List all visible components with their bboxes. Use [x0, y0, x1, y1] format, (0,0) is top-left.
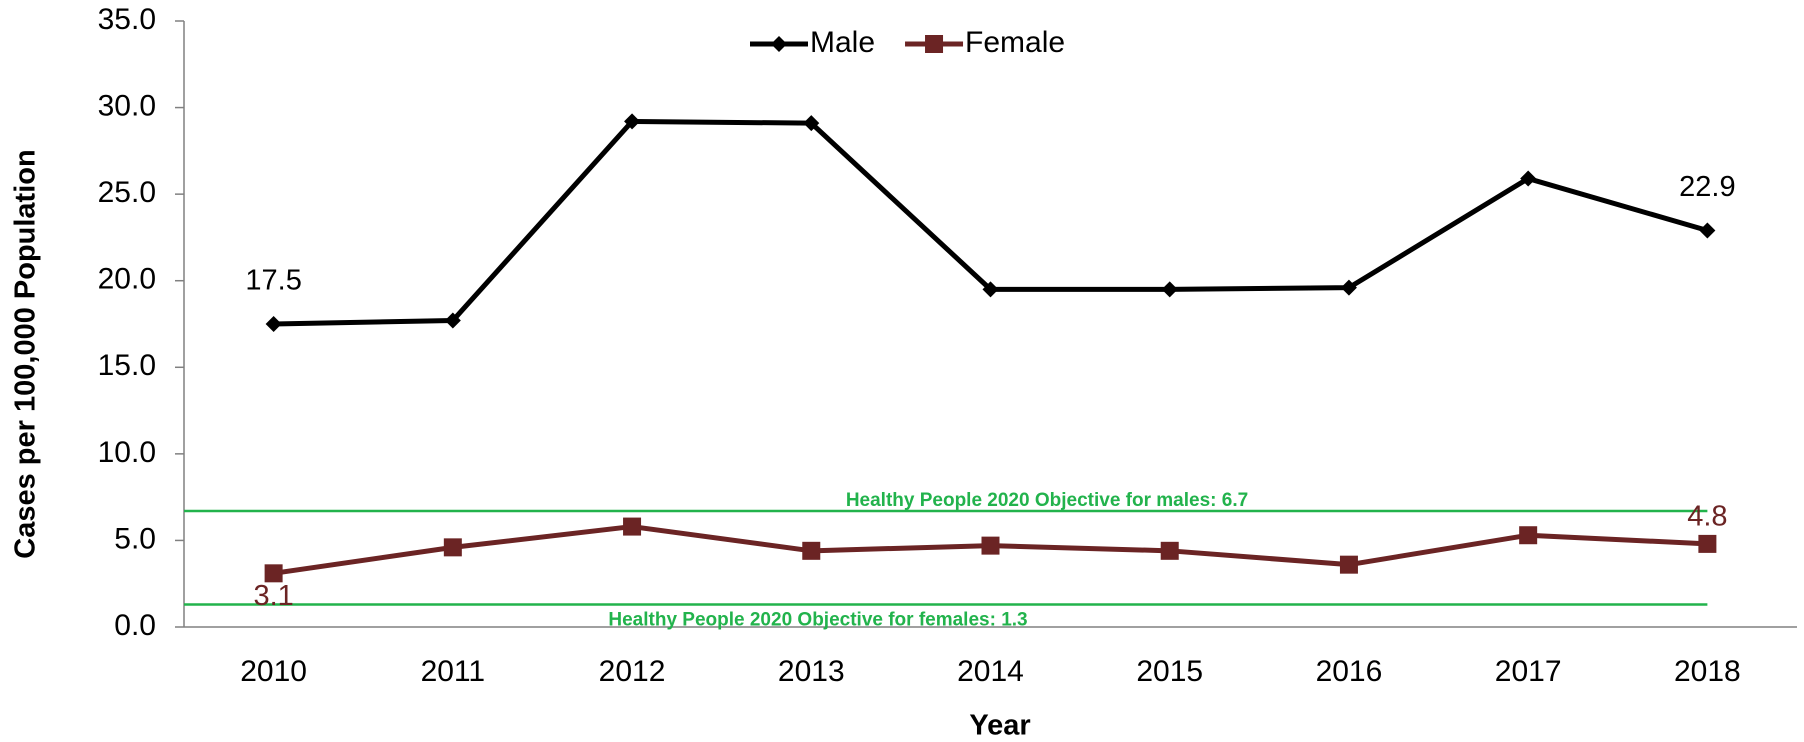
x-tick-label: 2015: [1136, 655, 1203, 688]
x-tick-label: 2016: [1316, 655, 1383, 688]
point: [1698, 534, 1717, 553]
data-label: 22.9: [1679, 171, 1735, 203]
legend-marker: [771, 36, 787, 52]
y-tick-label: 20.0: [98, 263, 156, 296]
point: [981, 536, 1000, 555]
point: [444, 312, 461, 329]
point: [624, 113, 641, 130]
x-tick-label: 2014: [957, 655, 1024, 688]
point: [1520, 170, 1537, 187]
x-tick-label: 2010: [240, 655, 307, 688]
y-tick-label: 5.0: [114, 522, 156, 555]
point: [803, 115, 820, 132]
y-tick-label: 0.0: [114, 609, 156, 642]
y-tick-label: 10.0: [98, 436, 156, 469]
data-label: 3.1: [253, 580, 293, 612]
y-tick-label: 15.0: [98, 349, 156, 382]
point: [264, 564, 283, 583]
x-tick-label: 2012: [599, 655, 666, 688]
point: [443, 538, 462, 557]
point: [1699, 222, 1716, 239]
y-axis-title: Cases per 100,000 Population: [10, 149, 42, 558]
point: [1519, 526, 1538, 545]
legend-label: Female: [965, 26, 1065, 59]
reference-label: Healthy People 2020 Objective for males:…: [846, 490, 1248, 511]
point: [1339, 555, 1358, 574]
y-tick-label: 25.0: [98, 176, 156, 209]
y-tick-label: 30.0: [98, 89, 156, 122]
legend-marker: [925, 35, 944, 53]
data-label: 17.5: [245, 265, 301, 297]
reference-label: Healthy People 2020 Objective for female…: [608, 610, 1027, 631]
point: [265, 316, 282, 332]
x-tick-label: 2011: [421, 655, 486, 688]
data-label: 4.8: [1687, 501, 1727, 533]
x-tick-label: 2018: [1674, 655, 1741, 688]
point: [1340, 279, 1357, 296]
x-axis-title: Year: [969, 710, 1030, 742]
point: [982, 281, 999, 298]
point: [623, 517, 642, 536]
x-tick-label: 2013: [778, 655, 845, 688]
point: [1160, 541, 1179, 560]
x-tick-label: 2017: [1495, 655, 1562, 688]
y-tick-label: 35.0: [98, 3, 156, 36]
point: [802, 541, 821, 560]
legend-label: Male: [810, 26, 875, 59]
point: [1161, 281, 1178, 298]
